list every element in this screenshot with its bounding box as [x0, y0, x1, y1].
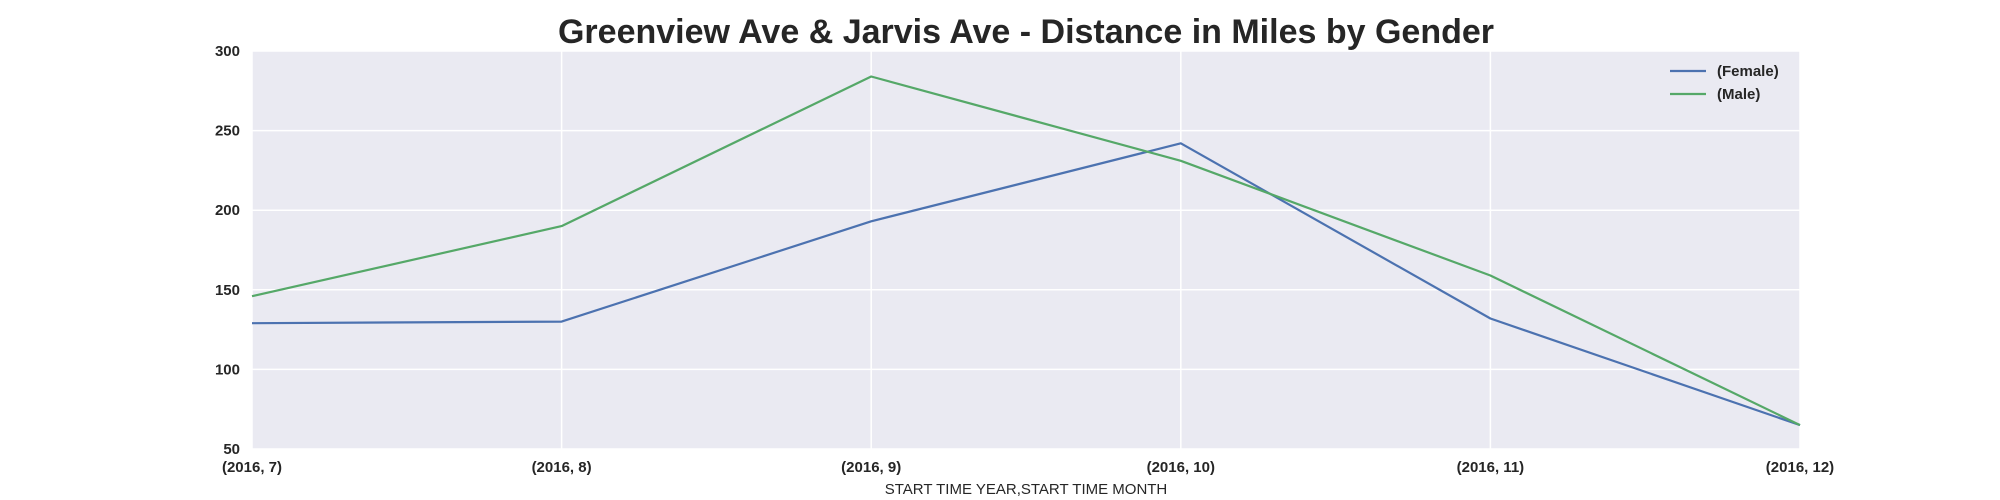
plot-area	[252, 51, 1800, 449]
x-tick-label: (2016, 12)	[1766, 459, 1834, 476]
y-tick-label: 300	[215, 43, 240, 60]
x-axis-label: START TIME YEAR,START TIME MONTH	[885, 481, 1168, 498]
x-tick-label: (2016, 9)	[841, 459, 901, 476]
chart-title: Greenview Ave & Jarvis Ave - Distance in…	[558, 13, 1494, 51]
legend-label: (Female)	[1717, 63, 1779, 80]
grid-lines	[251, 50, 1801, 450]
series-line-male	[251, 75, 1801, 427]
legend-item: (Female)	[1670, 63, 1779, 80]
x-tick-label: (2016, 10)	[1147, 459, 1215, 476]
y-tick-label: 200	[215, 202, 240, 219]
legend: (Female) (Male)	[1670, 63, 1779, 103]
y-tick-label: 250	[215, 123, 240, 140]
series-line-female	[251, 142, 1801, 427]
y-tick-label: 100	[215, 361, 240, 378]
x-axis-ticks: (2016, 7) (2016, 8) (2016, 9) (2016, 10) (20…	[222, 459, 1834, 476]
x-tick-label: (2016, 11)	[1457, 459, 1525, 476]
series-lines	[251, 75, 1801, 427]
y-axis-ticks: 50 100 150 200 250 300	[215, 43, 240, 458]
y-tick-label: 50	[223, 441, 240, 458]
x-tick-label: (2016, 8)	[532, 459, 592, 476]
y-tick-label: 150	[215, 282, 240, 299]
legend-label: (Male)	[1717, 86, 1760, 103]
legend-item: (Male)	[1670, 86, 1760, 103]
x-tick-label: (2016, 7)	[222, 459, 282, 476]
